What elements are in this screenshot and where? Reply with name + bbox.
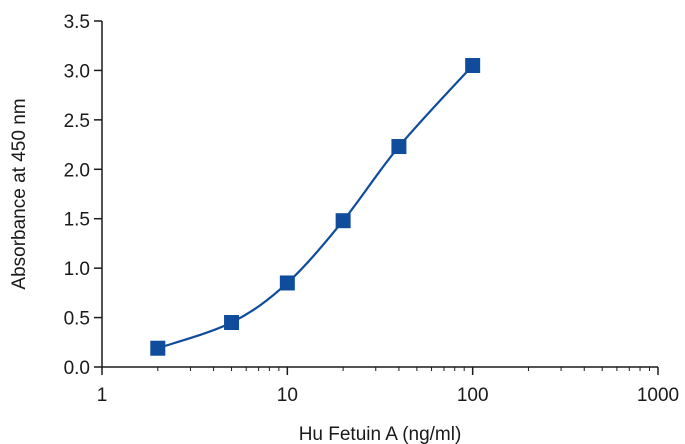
fit-curve: [157, 64, 474, 350]
y-tick-label: 0.5: [64, 309, 90, 330]
data-point-square: [279, 275, 295, 291]
y-axis-title: Absorbance at 450 nm: [9, 98, 30, 289]
y-tick-label: 2.0: [64, 160, 90, 181]
x-tick-label: 10: [277, 385, 298, 406]
data-point-square: [224, 315, 240, 331]
y-tick-label: 3.5: [64, 12, 90, 33]
fit-curve-layer: [157, 64, 474, 350]
axes: [101, 21, 658, 368]
y-tick-label: 0.0: [64, 358, 90, 379]
y-tick-label: 1.5: [64, 210, 90, 231]
y-axis-ticks: 0.0 0.5 1.0 1.5 2.0 2.5 3.0 3.5: [64, 12, 102, 379]
x-tick-label: 1000: [637, 385, 679, 406]
data-point-square: [465, 57, 481, 73]
x-axis-ticks: 1 10 100 1000: [97, 367, 679, 406]
data-point-square: [150, 340, 166, 356]
y-tick-label: 1.0: [64, 259, 90, 280]
x-tick-label: 1: [97, 385, 108, 406]
data-point-square: [335, 213, 351, 229]
y-tick-label: 2.5: [64, 111, 90, 132]
data-points-layer: [150, 57, 481, 356]
data-point-square: [391, 139, 407, 155]
y-tick-label: 3.0: [64, 61, 90, 82]
x-tick-label: 100: [457, 385, 489, 406]
x-axis-title: Hu Fetuin A (ng/ml): [299, 424, 462, 444]
